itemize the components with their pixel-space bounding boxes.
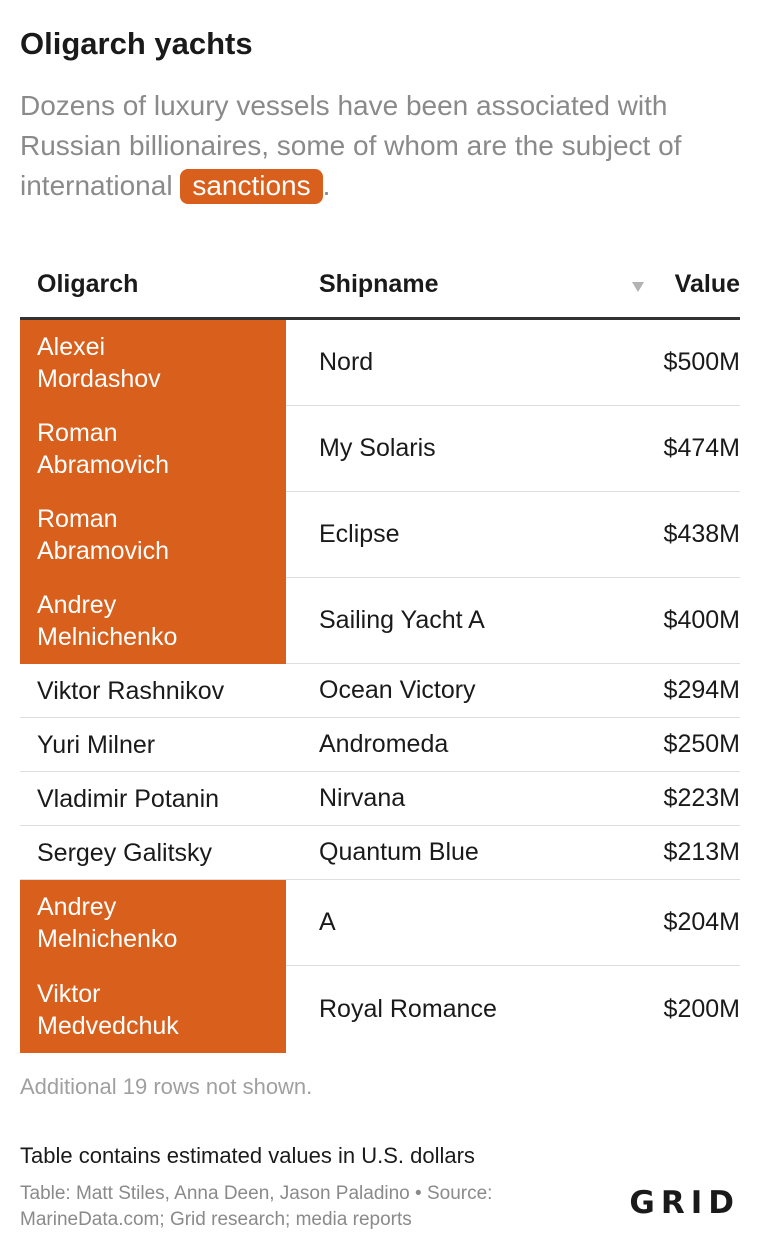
shipname-cell: A bbox=[319, 908, 336, 936]
shipname-cell: Nirvana bbox=[319, 784, 406, 812]
table-row: Viktor Rashnikov Ocean Victory $294M bbox=[20, 664, 740, 718]
shipname-cell: Sailing Yacht A bbox=[319, 606, 485, 634]
oligarch-cell: Andrey Melnichenko bbox=[20, 578, 286, 664]
subtitle-text: Dozens of luxury vessels have been assoc… bbox=[20, 90, 682, 201]
oligarch-name: Andrey Melnichenko bbox=[37, 891, 177, 955]
oligarch-name: Viktor Rashnikov bbox=[37, 675, 224, 707]
table-row: Roman Abramovich Eclipse $438M bbox=[20, 492, 740, 578]
value-cell: $200M bbox=[663, 994, 740, 1023]
value-cell: $213M bbox=[663, 838, 740, 866]
value-cell: $500M bbox=[663, 348, 740, 376]
oligarch-cell: Yuri Milner bbox=[20, 718, 286, 771]
oligarch-name-line: Alexei bbox=[37, 333, 106, 361]
oligarch-cell: Sergey Galitsky bbox=[20, 826, 286, 879]
oligarch-name-line: Mordashov bbox=[37, 365, 161, 393]
value-cell: $204M bbox=[663, 908, 740, 936]
value-cell: $250M bbox=[663, 730, 740, 758]
value-cell: $474M bbox=[663, 434, 740, 462]
oligarch-name-line: Andrey bbox=[37, 591, 117, 619]
value-cell: $438M bbox=[663, 520, 740, 548]
oligarch-name-line: Roman bbox=[37, 505, 118, 533]
yachts-table: Oligarch Shipname Value Alexei Mordashov N… bbox=[20, 258, 740, 1053]
value-cell: $294M bbox=[663, 676, 740, 704]
oligarch-name: Andrey Melnichenko bbox=[37, 589, 177, 653]
shipname-cell: Andromeda bbox=[319, 730, 449, 758]
shipname-cell: Ocean Victory bbox=[319, 676, 476, 704]
table-row: Andrey Melnichenko Sailing Yacht A $400M bbox=[20, 578, 740, 664]
table-row: Roman Abramovich My Solaris $474M bbox=[20, 406, 740, 492]
oligarch-name-line: Abramovich bbox=[37, 451, 169, 479]
oligarch-cell: Viktor Medvedchuk bbox=[20, 966, 286, 1053]
oligarch-name-line: Abramovich bbox=[37, 537, 169, 565]
oligarch-cell: Roman Abramovich bbox=[20, 406, 286, 492]
table-header: Oligarch Shipname Value bbox=[20, 258, 740, 320]
table-row: Sergey Galitsky Quantum Blue $213M bbox=[20, 826, 740, 880]
shipname-cell: Quantum Blue bbox=[319, 838, 479, 866]
oligarch-name-line: Roman bbox=[37, 419, 118, 447]
table-row: Viktor Medvedchuk Royal Romance $200M bbox=[20, 966, 740, 1053]
oligarch-name-line: Yuri Milner bbox=[37, 730, 156, 759]
sanctions-highlight-badge: sanctions bbox=[180, 169, 323, 204]
oligarch-name-line: Medvedchuk bbox=[37, 1011, 179, 1040]
sort-down-icon[interactable] bbox=[632, 282, 644, 292]
oligarch-name: Viktor Medvedchuk bbox=[37, 978, 179, 1042]
oligarch-name: Roman Abramovich bbox=[37, 503, 169, 567]
oligarch-name: Alexei Mordashov bbox=[37, 331, 161, 395]
table-body: Alexei Mordashov Nord $500M Roman Abramovich M… bbox=[20, 320, 740, 1053]
shipname-cell: Royal Romance bbox=[319, 994, 497, 1023]
oligarch-name-line: Melnichenko bbox=[37, 623, 178, 651]
more-rows-note: Additional 19 rows not shown. bbox=[20, 1074, 313, 1099]
shipname-cell: Nord bbox=[319, 348, 374, 376]
oligarch-name-line: Viktor bbox=[37, 979, 101, 1008]
table-row: Alexei Mordashov Nord $500M bbox=[20, 320, 740, 406]
value-cell: $223M bbox=[663, 784, 740, 812]
oligarch-cell: Roman Abramovich bbox=[20, 492, 286, 578]
oligarch-cell: Vladimir Potanin bbox=[20, 772, 286, 825]
oligarch-name: Yuri Milner bbox=[37, 729, 155, 761]
chart-title: Oligarch yachts bbox=[20, 26, 253, 61]
table-note: Table contains estimated values in U.S. … bbox=[20, 1143, 475, 1168]
oligarch-name-line: Viktor Rashnikov bbox=[37, 676, 225, 705]
subtitle-end: . bbox=[322, 170, 331, 201]
column-header-oligarch[interactable]: Oligarch bbox=[37, 270, 139, 298]
table-row: Andrey Melnichenko A $204M bbox=[20, 880, 740, 966]
column-header-value[interactable]: Value bbox=[674, 270, 740, 298]
oligarch-name: Sergey Galitsky bbox=[37, 837, 212, 869]
value-cell: $400M bbox=[663, 606, 740, 634]
chart-subtitle: Dozens of luxury vessels have been assoc… bbox=[20, 86, 740, 206]
oligarch-name-line: Melnichenko bbox=[37, 925, 178, 953]
oligarch-name-line: Sergey Galitsky bbox=[37, 838, 213, 867]
table-row: Vladimir Potanin Nirvana $223M bbox=[20, 772, 740, 826]
source-credits: Table: Matt Stiles, Anna Deen, Jason Pal… bbox=[20, 1183, 493, 1230]
oligarch-name: Roman Abramovich bbox=[37, 417, 169, 481]
shipname-cell: Eclipse bbox=[319, 520, 400, 548]
oligarch-cell: Andrey Melnichenko bbox=[20, 880, 286, 966]
oligarch-cell: Alexei Mordashov bbox=[20, 320, 286, 406]
column-header-shipname[interactable]: Shipname bbox=[319, 270, 439, 298]
grid-logo: GRID bbox=[629, 1185, 740, 1221]
oligarch-name-line: Vladimir Potanin bbox=[37, 784, 220, 813]
table-row: Yuri Milner Andromeda $250M bbox=[20, 718, 740, 772]
oligarch-cell: Viktor Rashnikov bbox=[20, 664, 286, 717]
oligarch-name-line: Andrey bbox=[37, 893, 117, 921]
shipname-cell: My Solaris bbox=[319, 434, 436, 462]
oligarch-name: Vladimir Potanin bbox=[37, 783, 219, 815]
